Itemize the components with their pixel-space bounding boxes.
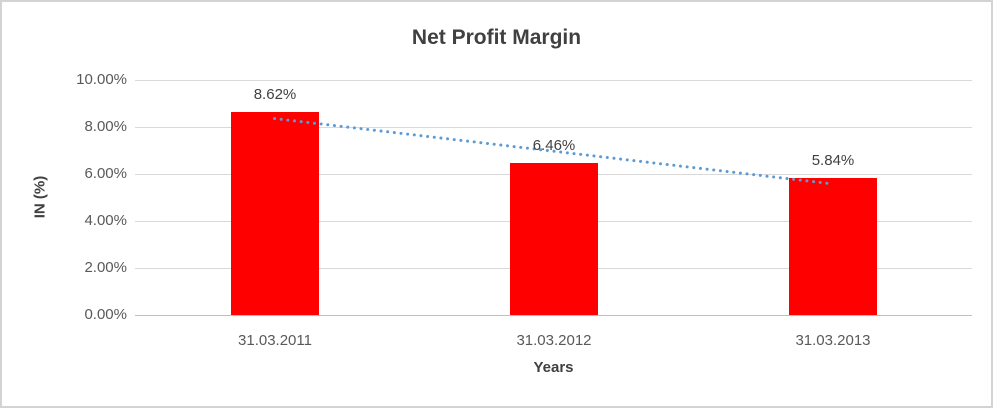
y-tick-label-10.00%: 10.00% <box>76 71 127 88</box>
gridline-0.00% <box>135 315 972 316</box>
x-tick-label-31.03.2011: 31.03.2011 <box>238 332 312 349</box>
gridline-8.00% <box>135 127 972 128</box>
trendline-path <box>273 117 834 186</box>
x-tick-label-31.03.2012: 31.03.2012 <box>516 332 592 349</box>
y-tick-label-0.00%: 0.00% <box>84 306 127 323</box>
y-tick-label-4.00%: 4.00% <box>84 212 127 229</box>
data-label-31.03.2013: 5.84% <box>811 152 855 169</box>
plot-area: 8.62% 6.46% 5.84% <box>135 80 972 316</box>
chart-title: Net Profit Margin <box>411 26 582 49</box>
x-axis-title: Years <box>533 359 574 376</box>
y-tick-label-2.00%: 2.00% <box>84 259 127 276</box>
y-tick-label-8.00%: 8.00% <box>84 118 127 135</box>
data-label-31.03.2011: 8.62% <box>253 86 297 103</box>
gridline-10.00% <box>135 80 972 81</box>
bar-31.03.2013 <box>789 178 877 315</box>
y-tick-label-6.00%: 6.00% <box>84 165 127 182</box>
data-label-31.03.2012: 6.46% <box>532 137 576 154</box>
trendline <box>273 117 834 186</box>
bar-31.03.2012 <box>510 163 598 315</box>
x-tick-label-31.03.2013: 31.03.2013 <box>795 332 871 349</box>
bar-31.03.2011 <box>231 112 319 315</box>
y-axis-title: IN (%) <box>31 175 49 219</box>
